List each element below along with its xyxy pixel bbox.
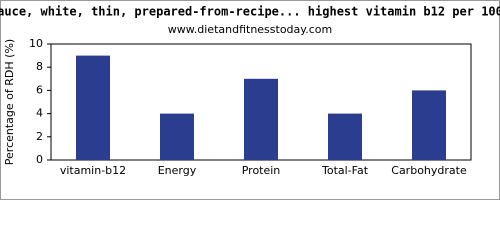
bar [412, 90, 446, 160]
x-tick-label: Carbohydrate [391, 164, 467, 177]
y-tick-label: 10 [29, 37, 43, 50]
chart: Sauce, white, thin, prepared-from-recipe… [0, 0, 500, 200]
x-tick-label: Total-Fat [321, 164, 369, 177]
y-tick-label: 0 [36, 153, 43, 166]
x-tick-label: vitamin-b12 [60, 164, 126, 177]
y-tick-label: 6 [36, 83, 43, 96]
x-tick-label: Protein [242, 164, 281, 177]
bar [328, 113, 362, 160]
x-tick-label: Energy [158, 164, 197, 177]
chart-title: Sauce, white, thin, prepared-from-recipe… [0, 5, 500, 19]
y-tick-label: 8 [36, 60, 43, 73]
page: {"chart_data": {"type": "bar", "title": … [0, 0, 500, 200]
y-axis-label: Percentage of RDH (%) [3, 39, 16, 165]
bar [76, 55, 110, 160]
bar [244, 78, 278, 160]
y-tick-label: 2 [36, 130, 43, 143]
y-tick-label: 4 [36, 107, 43, 120]
chart-subtitle: www.dietandfitnesstoday.com [168, 23, 332, 36]
bar [160, 113, 194, 160]
